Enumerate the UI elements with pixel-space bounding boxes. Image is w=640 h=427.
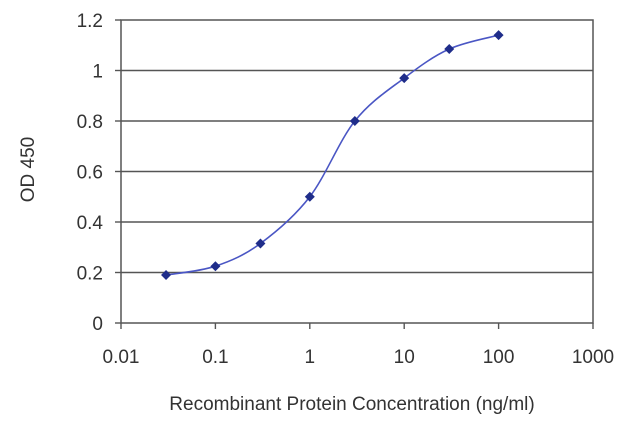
data-point <box>210 261 221 272</box>
data-point <box>304 191 315 202</box>
y-tick-label: 0.4 <box>77 213 104 234</box>
data-point <box>255 238 266 249</box>
x-tick-label: 1000 <box>572 347 614 368</box>
x-tick-label: 100 <box>483 347 515 368</box>
grid-lines <box>121 69 593 274</box>
series-line <box>165 34 499 276</box>
y-tick-label: 1.2 <box>77 11 103 32</box>
x-tick-label: 1 <box>305 347 316 368</box>
data-point <box>444 44 455 55</box>
y-axis: 0 0.2 0.4 0.6 0.8 1 1.2 <box>77 11 121 335</box>
data-point <box>161 270 172 281</box>
data-point <box>399 73 410 84</box>
data-points <box>161 30 504 281</box>
x-axis: 0.01 0.1 1 10 100 1000 <box>103 323 614 368</box>
y-tick-label: 0.8 <box>77 112 103 133</box>
x-axis-title: Recombinant Protein Concentration (ng/ml… <box>169 394 534 415</box>
x-tick-label: 0.01 <box>103 347 140 368</box>
y-tick-label: 1 <box>92 62 103 83</box>
y-axis-title: OD 450 <box>18 137 39 202</box>
x-tick-label: 10 <box>394 347 415 368</box>
y-tick-label: 0 <box>92 314 103 335</box>
data-point <box>349 116 360 126</box>
data-point <box>493 30 504 41</box>
x-tick-label: 0.1 <box>202 347 228 368</box>
y-tick-label: 0.2 <box>77 264 103 285</box>
y-tick-label: 0.6 <box>77 163 103 184</box>
